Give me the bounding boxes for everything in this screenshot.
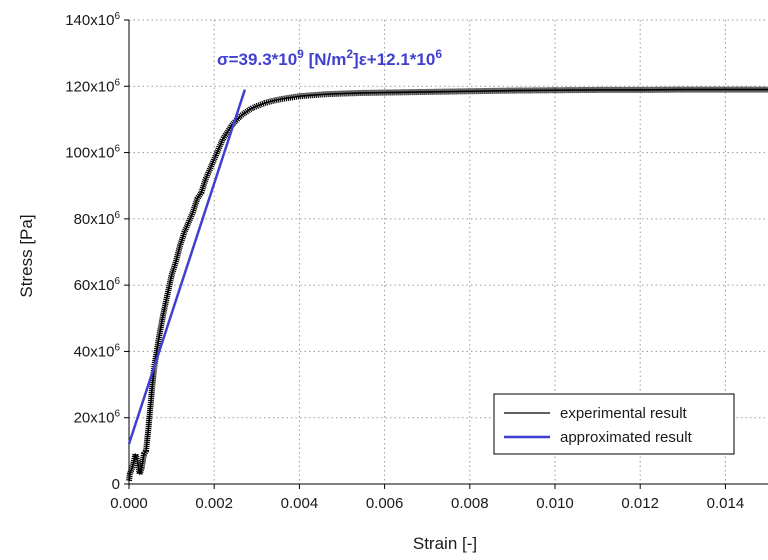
x-tick-label: 0.014: [707, 495, 745, 512]
x-tick-label: 0.008: [451, 495, 489, 512]
legend-box: [493, 393, 735, 455]
y-tick-label: 40x106: [74, 342, 121, 360]
x-tick-label: 0.004: [281, 495, 319, 512]
y-tick-label: 80x106: [74, 210, 121, 228]
grid-layer: [129, 19, 768, 484]
legend-label-experimental: experimental result: [560, 405, 688, 422]
fit-equation-annotation: σ=39.3*109 [N/m2]ε+12.1*106: [217, 47, 442, 69]
y-tick-label: 20x106: [74, 409, 121, 427]
x-tick-label: 0.000: [110, 495, 148, 512]
x-tick-label: 0.010: [536, 495, 574, 512]
legend: experimental result approximated result: [493, 393, 735, 455]
legend-label-approximated: approximated result: [560, 429, 693, 446]
series-layer: [126, 86, 768, 482]
y-tick-label: 0: [112, 476, 120, 493]
y-tick-label: 120x106: [65, 77, 120, 95]
x-tick-label: 0.006: [366, 495, 404, 512]
x-tick-label: 0.012: [621, 495, 659, 512]
y-axis-label: Stress [Pa]: [17, 214, 36, 297]
series-experimental-line: [128, 88, 768, 481]
y-tick-label: 100x106: [65, 144, 120, 162]
x-tick-label: 0.002: [195, 495, 233, 512]
y-tick-label: 60x106: [74, 276, 121, 294]
axes-layer: 0.000 0.002 0.004 0.006 0.008 0.010 0.012 0.014…: [65, 11, 768, 512]
series-approximated-line: [127, 89, 247, 445]
y-tick-label: 140x106: [65, 11, 120, 29]
x-axis-label: Strain [-]: [413, 534, 477, 553]
